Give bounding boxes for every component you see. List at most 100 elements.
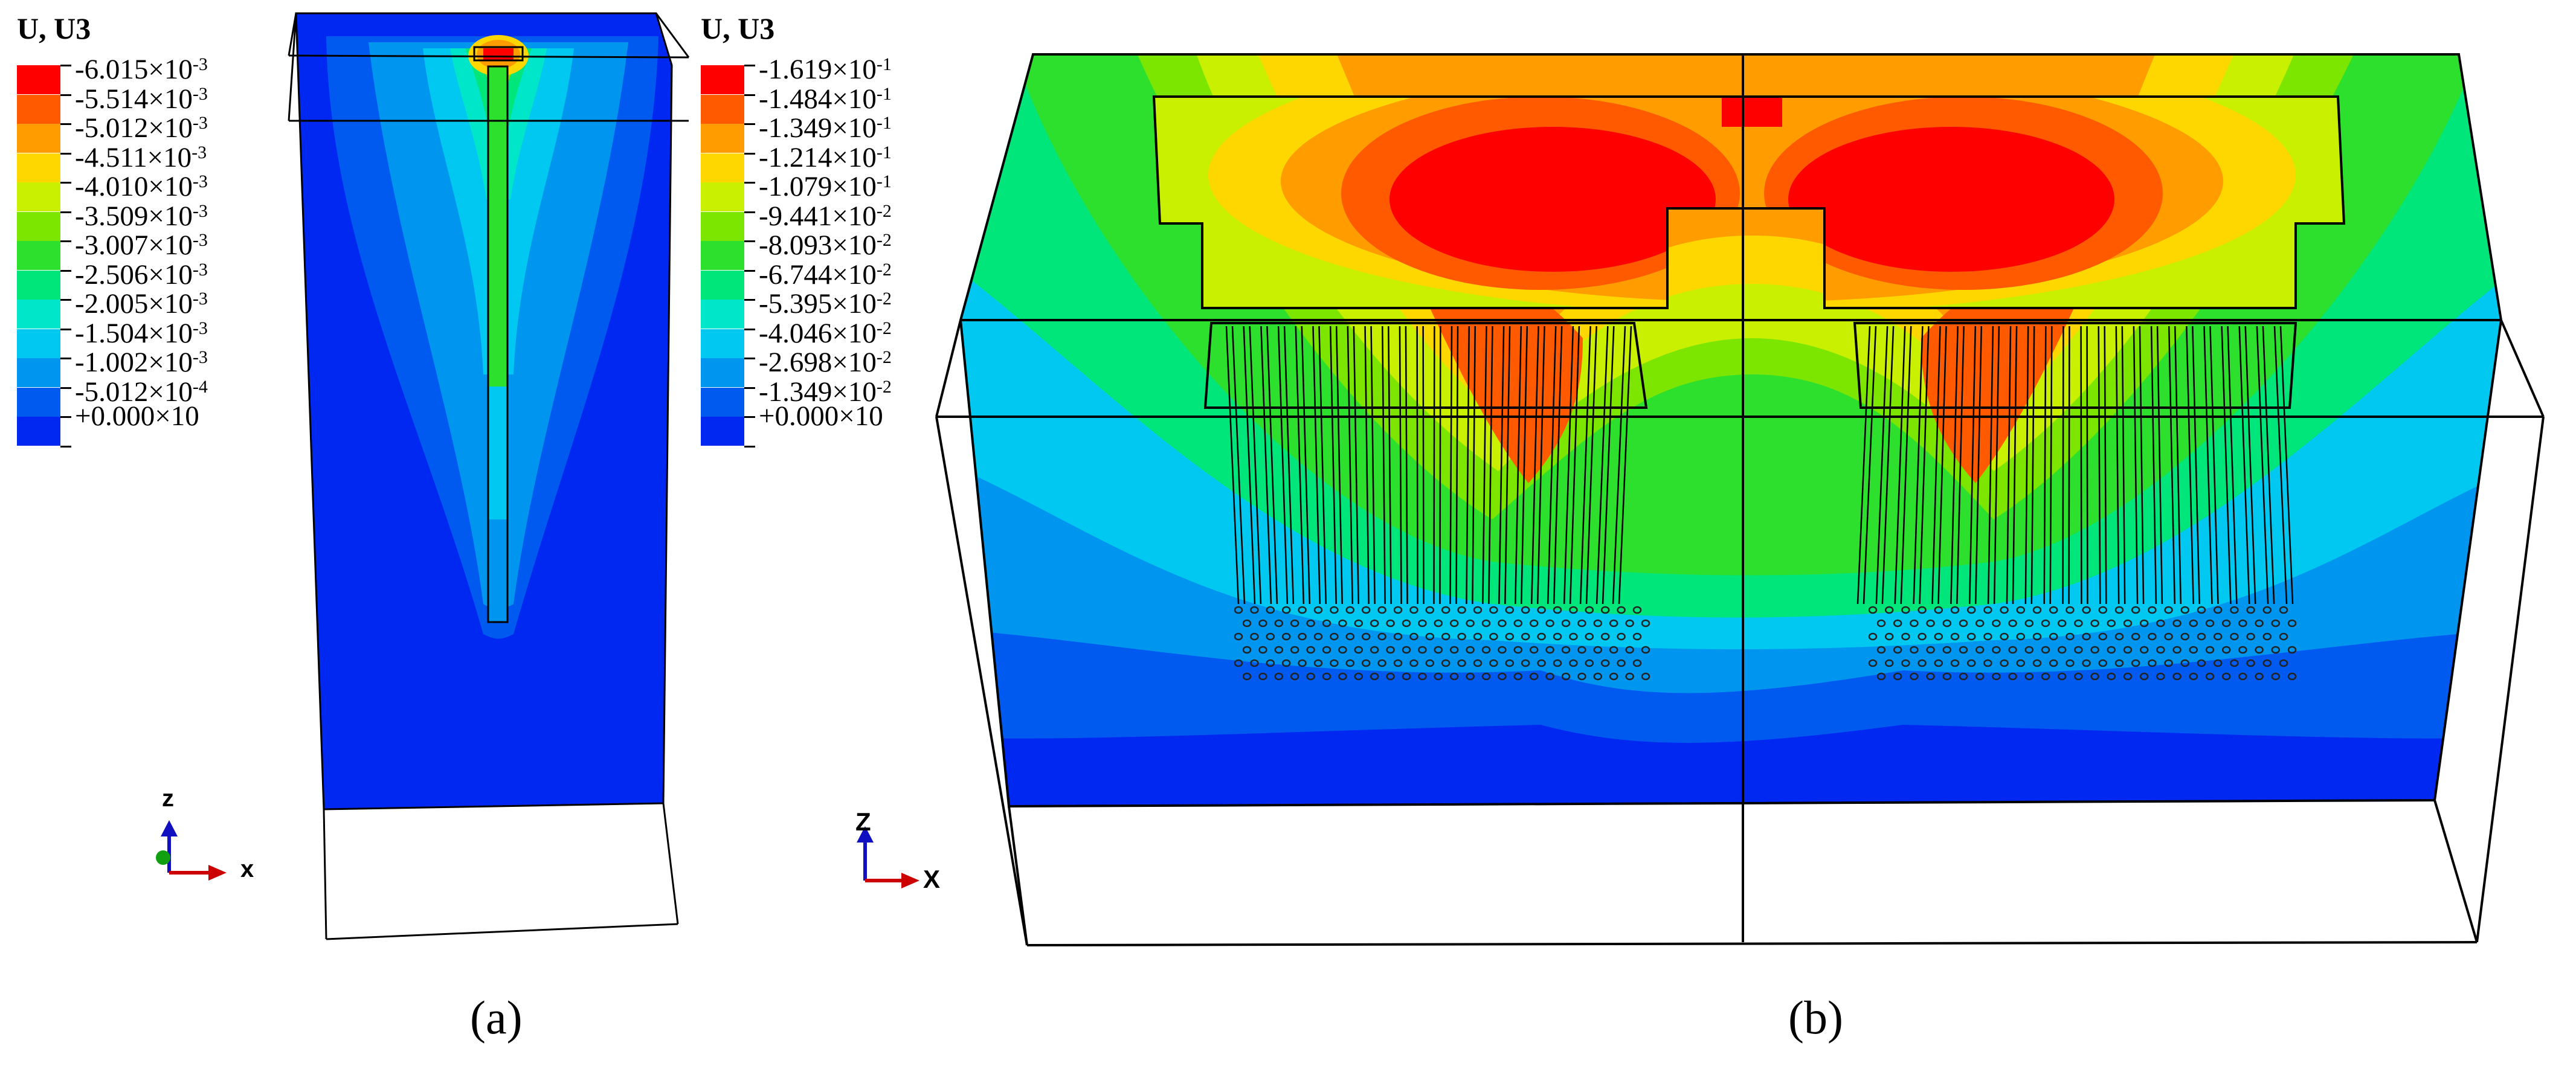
pile-tip-marker: [1402, 619, 1411, 628]
pile-tip-marker: [2049, 659, 2058, 667]
pile-line: [1312, 326, 1321, 605]
pile-tip-marker: [1545, 619, 1554, 628]
pile-line: [2156, 326, 2163, 605]
legend-value-exponent: -2: [876, 376, 892, 397]
pile-tip-marker: [2114, 659, 2124, 667]
pile-tip-marker: [1975, 646, 1985, 654]
legend-swatch: [701, 94, 744, 124]
pile-line: [1364, 326, 1370, 605]
pile-tip-marker: [1281, 606, 1291, 614]
pile-tip-marker: [2156, 646, 2165, 654]
pile-tip-marker: [2107, 646, 2116, 654]
pile-tip-marker: [2271, 619, 2281, 628]
pile-tip-marker: [2205, 619, 2215, 628]
legend-tick: [744, 65, 755, 66]
legend-value: -1.349×10-2: [759, 372, 892, 407]
legend-value-exponent: -3: [192, 318, 208, 338]
pile-line: [1455, 326, 1459, 605]
pile-tip-marker: [1250, 632, 1259, 641]
pile-tip-marker: [1553, 606, 1562, 614]
legend-swatch: [17, 65, 60, 94]
pile-tip-marker: [1966, 606, 1976, 614]
pile-line: [2209, 326, 2219, 605]
legend-value: -5.012×10-3: [75, 108, 208, 143]
pile-tip-marker: [1313, 659, 1323, 667]
pile-tip-marker: [2008, 619, 2017, 628]
right-pile-tips: [1868, 606, 2297, 681]
pile-tip-marker: [2114, 632, 2124, 641]
pile-line: [1399, 326, 1402, 605]
pile-tip-marker: [2032, 606, 2042, 614]
pile-tip-marker: [1561, 672, 1571, 681]
legend-value-exponent: -3: [192, 142, 207, 162]
pile-tip-marker: [1893, 619, 1902, 628]
pile-tip-marker: [1473, 632, 1483, 641]
pile-tip-marker: [2098, 606, 2108, 614]
pile-tip-marker: [1529, 646, 1539, 654]
pile-tip-marker: [2024, 672, 2034, 681]
pile-tip-marker: [1322, 619, 1331, 628]
pile-tip-marker: [1481, 646, 1491, 654]
pile-line: [2043, 326, 2047, 605]
pile-tip-marker: [1449, 672, 1459, 681]
legend-swatch: [17, 211, 60, 241]
pile-tip-marker: [1918, 606, 1927, 614]
pile-group-contour-model: Z X: [855, 53, 2545, 946]
legend-swatch: [701, 329, 744, 358]
pile-line: [1231, 326, 1246, 605]
pile-tip-marker: [1513, 619, 1523, 628]
pile-tip-marker: [1876, 619, 1886, 628]
pile-tip-marker: [1393, 632, 1403, 641]
pile-tip-marker: [1402, 672, 1411, 681]
axis-z-label: z: [162, 785, 174, 812]
legend-value-mantissa: -1.504×10: [75, 317, 193, 349]
pile-tip-marker: [1290, 672, 1299, 681]
pile-tip-marker: [2279, 659, 2288, 667]
legend-value-mantissa: -6.015×10: [75, 54, 193, 85]
pile-tip-marker: [1345, 632, 1355, 641]
pile-line: [1856, 326, 1871, 605]
pile-line: [1488, 326, 1493, 605]
pile-tip-marker: [1966, 632, 1976, 641]
pile-tip-marker: [1409, 659, 1418, 667]
pile-tip-marker: [2180, 659, 2190, 667]
pile-tip-marker: [2082, 659, 2091, 667]
legend-value-exponent: -3: [192, 259, 208, 280]
pile-tip-marker: [1585, 606, 1594, 614]
pile-tip-marker: [1569, 606, 1578, 614]
pile-tip-marker: [1457, 659, 1466, 667]
pile-tip-marker: [1290, 646, 1299, 654]
pile-tip-marker: [1577, 646, 1586, 654]
pile-tip-marker: [1242, 619, 1252, 628]
pile-tip-marker: [2246, 606, 2255, 614]
pile-tip-marker: [2197, 659, 2206, 667]
pile-line: [2062, 326, 2064, 605]
pile-tip-marker: [1258, 646, 1267, 654]
pile-tip-marker: [1569, 659, 1578, 667]
pile-tip-marker: [2205, 646, 2215, 654]
legend-value-exponent: -2: [876, 201, 892, 221]
pile-tip-marker: [2139, 672, 2149, 681]
pile-tip-marker: [2131, 659, 2140, 667]
legend-tick: [60, 299, 71, 301]
legend-swatch: [701, 358, 744, 387]
pile-tip-marker: [1992, 672, 2001, 681]
pile-tip-marker: [2279, 606, 2288, 614]
pile-tip-marker: [2041, 672, 2050, 681]
pile-tip-marker: [1884, 606, 1894, 614]
pile-tip-marker: [1884, 632, 1894, 641]
pile-tip-marker: [2016, 632, 2026, 641]
pile-line: [1875, 326, 1889, 605]
pile-line: [2227, 326, 2238, 605]
pile-tip-marker: [1274, 672, 1284, 681]
legend-value-mantissa: -5.012×10: [75, 112, 193, 144]
pile-tip-marker: [2148, 659, 2157, 667]
legend-swatch: [701, 65, 744, 94]
pile-tip-marker: [1441, 606, 1451, 614]
pile-tip-marker: [2255, 646, 2264, 654]
pile-tip-marker: [2008, 672, 2017, 681]
pile-tip-marker: [2271, 672, 2281, 681]
pile-tip-marker: [1617, 606, 1626, 614]
legend-value: -1.002×10-3: [75, 342, 208, 377]
caption-a: (a): [470, 991, 523, 1044]
